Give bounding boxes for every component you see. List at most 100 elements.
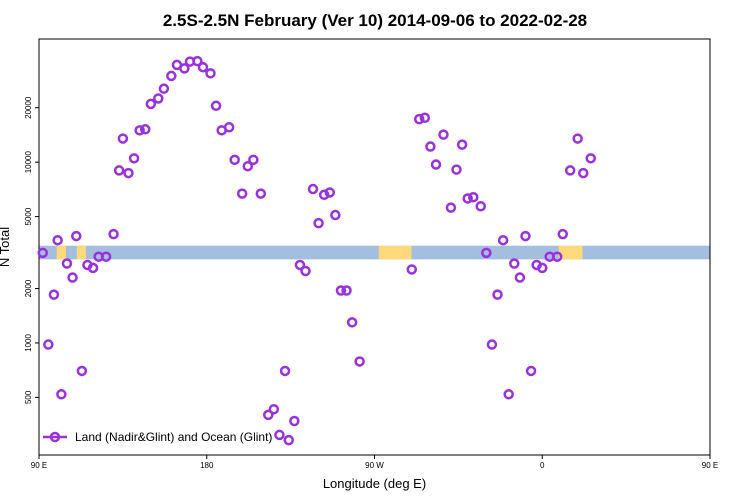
data-point	[274, 429, 285, 441]
x-tick-label: 90 E	[31, 461, 47, 470]
data-point	[210, 100, 222, 112]
data-point	[520, 230, 531, 242]
data-point	[192, 55, 203, 67]
data-point	[56, 389, 67, 400]
data-point	[108, 228, 119, 240]
band-land-segment	[558, 245, 583, 260]
data-point	[486, 339, 498, 350]
x-tick-label: 90 E	[702, 461, 718, 470]
data-point	[413, 113, 425, 125]
data-point	[425, 141, 436, 152]
data-point	[145, 98, 157, 110]
coverage-band	[39, 245, 710, 260]
x-tick-label: 0	[540, 461, 545, 470]
data-point	[481, 247, 492, 259]
data-point	[503, 389, 514, 400]
y-tick-label: 5000	[24, 207, 33, 225]
data-point	[283, 434, 295, 446]
data-point	[67, 272, 78, 283]
data-point	[468, 191, 479, 203]
data-point	[263, 409, 274, 421]
data-point	[451, 164, 462, 175]
data-point	[87, 262, 99, 274]
data-point	[158, 83, 170, 94]
data-point	[255, 188, 267, 199]
data-point	[100, 251, 112, 262]
data-point	[509, 258, 520, 269]
data-point	[48, 289, 60, 300]
y-axis-label: N Total	[0, 227, 12, 267]
y-tick-label: 10000	[24, 150, 33, 173]
data-point	[572, 133, 583, 144]
data-point	[564, 165, 576, 176]
legend-marker-swatch	[49, 431, 61, 443]
data-point	[406, 264, 418, 275]
data-point	[117, 133, 129, 144]
x-axis: 90 E 180 90 W 0 90 E	[31, 455, 718, 470]
data-point	[438, 129, 449, 140]
data-point	[335, 285, 347, 296]
data-point	[462, 193, 473, 204]
data-point	[585, 153, 596, 164]
data-point	[236, 188, 248, 199]
data-point	[300, 265, 311, 277]
data-point	[341, 285, 352, 296]
data-point	[242, 160, 254, 172]
data-point	[71, 230, 82, 242]
legend: Land (Nadir&Glint) and Ocean (Glint)	[43, 430, 272, 444]
data-point	[354, 356, 365, 367]
data-point	[37, 247, 48, 259]
data-point	[248, 154, 259, 166]
data-point	[279, 365, 291, 377]
data-point	[525, 365, 537, 377]
data-point	[134, 125, 145, 136]
data-point	[113, 165, 125, 176]
data-point	[346, 317, 358, 328]
data-point	[430, 159, 442, 170]
y-axis: 500 1000 2000 5000 10000 20000	[24, 96, 39, 404]
data-point	[139, 124, 151, 135]
data-point	[166, 70, 177, 82]
data-point	[537, 262, 548, 274]
y-tick-label: 20000	[24, 96, 33, 119]
chart-title: 2.5S-2.5N February (Ver 10) 2014-09-06 t…	[163, 11, 587, 30]
y-tick-label: 1000	[24, 334, 33, 352]
data-point	[61, 258, 73, 269]
data-point	[318, 189, 330, 201]
data-point	[52, 234, 63, 246]
data-point	[551, 251, 563, 262]
data-point	[294, 259, 306, 271]
x-tick-label: 180	[200, 461, 214, 470]
x-tick-label: 90 W	[365, 461, 384, 470]
data-point	[43, 339, 54, 350]
data-point	[557, 228, 569, 240]
band-land-segment	[56, 245, 67, 260]
data-point	[289, 415, 300, 427]
data-point	[223, 121, 235, 133]
data-point	[475, 201, 486, 212]
data-point	[497, 234, 509, 246]
data-point	[268, 403, 280, 415]
data-point	[307, 183, 319, 195]
legend-entry-label: Land (Nadir&Glint) and Ocean (Glint)	[75, 430, 272, 444]
data-point	[179, 63, 190, 74]
data-point	[330, 209, 341, 221]
y-tick-label: 500	[24, 390, 33, 404]
data-point	[205, 68, 216, 79]
data-point	[445, 202, 457, 213]
data-point	[419, 112, 431, 124]
band-ocean	[39, 245, 710, 260]
data-point	[578, 167, 589, 179]
data-points	[37, 55, 596, 446]
data-point	[492, 289, 503, 300]
data-point	[128, 153, 140, 164]
y-tick-label: 2000	[24, 279, 33, 297]
data-point	[153, 93, 164, 104]
data-point	[514, 272, 526, 283]
band-land-segment	[378, 245, 412, 260]
data-point	[456, 139, 468, 150]
data-point	[313, 217, 324, 229]
data-point	[123, 167, 134, 179]
data-point	[324, 187, 336, 198]
